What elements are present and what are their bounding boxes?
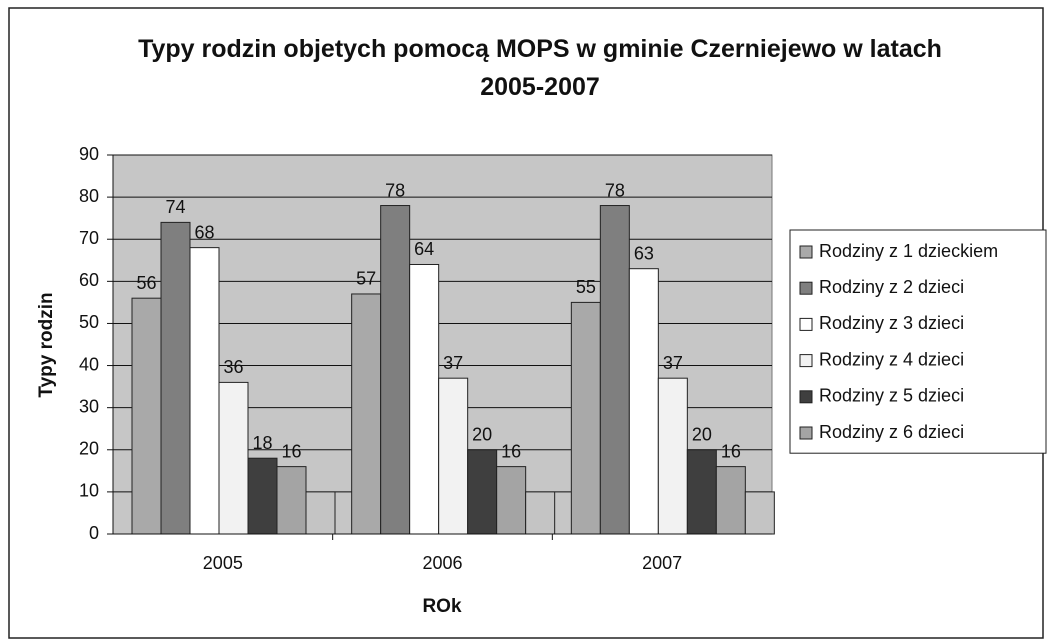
bar	[131, 297, 162, 535]
chart-title: Typy rodzin objetych pomocą MOPS w gmini…	[138, 35, 942, 101]
legend-swatch	[799, 354, 813, 368]
bar	[570, 301, 601, 535]
y-tick-label: 50	[79, 312, 99, 332]
bar	[247, 457, 278, 535]
bar	[599, 205, 630, 535]
legend-swatch	[799, 390, 813, 404]
y-tick-label: 30	[79, 396, 99, 416]
title-line: 2005-2007	[480, 73, 600, 101]
title-line: Typy rodzin objetych pomocą MOPS w gmini…	[138, 35, 942, 63]
bar	[351, 293, 382, 535]
data-label: 16	[721, 441, 741, 461]
data-label: 57	[356, 269, 376, 289]
data-label: 16	[501, 441, 521, 461]
bar	[628, 268, 659, 535]
bar	[276, 466, 307, 535]
data-label: 37	[443, 353, 463, 373]
bar	[189, 247, 220, 535]
y-axis-title: Typy rodzin	[36, 292, 57, 397]
bar	[160, 221, 191, 535]
bar	[715, 466, 746, 535]
legend-swatch	[799, 426, 813, 440]
data-label: 63	[634, 243, 654, 263]
bar	[744, 491, 775, 535]
data-label: 37	[663, 353, 683, 373]
data-label: 18	[252, 433, 272, 453]
x-axis-title: ROk	[422, 596, 462, 617]
y-tick-label: 90	[79, 144, 99, 164]
data-label: 20	[692, 425, 712, 445]
data-label: 36	[223, 357, 243, 377]
bar	[218, 381, 249, 535]
y-tick-label: 0	[89, 523, 99, 543]
legend-label: Rodziny z 3 dzieci	[819, 313, 964, 333]
y-tick-label: 40	[79, 354, 99, 374]
bar	[686, 449, 717, 535]
bar	[525, 491, 556, 535]
data-label: 78	[605, 180, 625, 200]
data-label: 16	[281, 441, 301, 461]
legend-label: Rodziny z 2 dzieci	[819, 277, 964, 297]
data-label: 56	[136, 273, 156, 293]
bar	[438, 377, 469, 535]
data-label: 74	[165, 197, 185, 217]
legend-label: Rodziny z 5 dzieci	[819, 386, 964, 406]
x-tick-label: 2006	[422, 553, 462, 573]
bar	[305, 491, 336, 535]
data-label: 64	[414, 239, 434, 259]
data-label: 78	[385, 180, 405, 200]
legend-swatch	[799, 245, 813, 259]
x-tick-label: 2005	[203, 553, 243, 573]
legend	[789, 229, 1047, 454]
legend-label: Rodziny z 1 dzieckiem	[819, 241, 998, 261]
bar	[409, 263, 440, 535]
bar	[380, 205, 411, 535]
data-label: 20	[472, 425, 492, 445]
y-tick-label: 80	[79, 186, 99, 206]
data-label: 68	[194, 222, 214, 242]
bar	[496, 466, 527, 535]
y-tick-label: 70	[79, 228, 99, 248]
bar	[657, 377, 688, 535]
legend-label: Rodziny z 4 dzieci	[819, 349, 964, 369]
data-label: 55	[576, 277, 596, 297]
y-tick-label: 20	[79, 439, 99, 459]
legend-swatch	[799, 281, 813, 295]
bar	[467, 449, 498, 535]
x-tick-label: 2007	[642, 553, 682, 573]
y-tick-label: 10	[79, 481, 99, 501]
y-tick-label: 60	[79, 270, 99, 290]
legend-label: Rodziny z 6 dzieci	[819, 422, 964, 442]
legend-swatch	[799, 317, 813, 331]
